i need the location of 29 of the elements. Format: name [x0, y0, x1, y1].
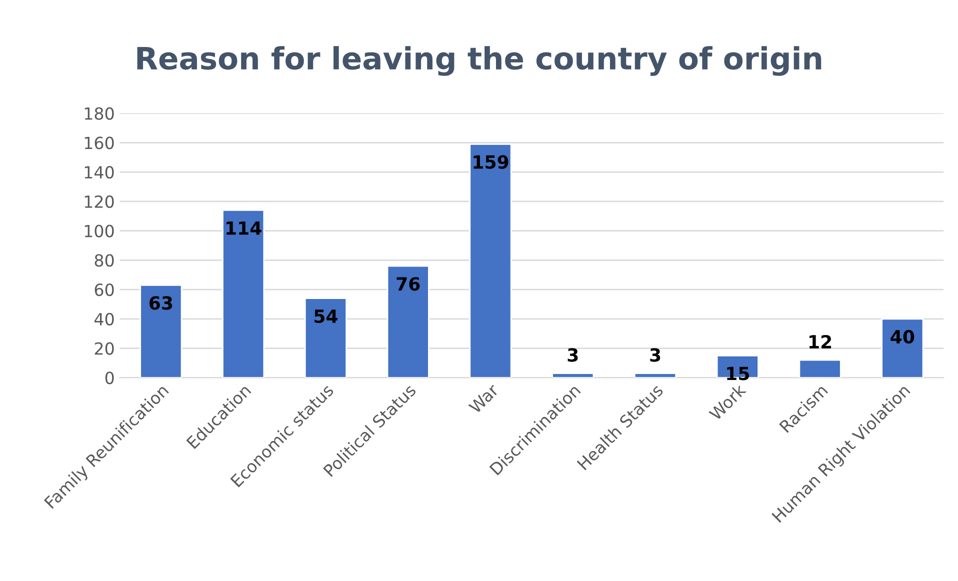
- data-label: 63: [150, 296, 172, 310]
- y-tick-label: 180: [84, 107, 114, 120]
- y-tick-label: 0: [105, 372, 114, 384]
- data-label: 76: [396, 277, 420, 291]
- data-label: 114: [226, 221, 262, 235]
- bar: [140, 284, 182, 378]
- y-tick-label: 160: [84, 136, 114, 150]
- bar: [552, 372, 594, 378]
- y-tick-label: 80: [94, 254, 114, 267]
- data-label: 12: [810, 334, 832, 348]
- y-tick-label: 60: [94, 283, 114, 296]
- data-label: 54: [314, 310, 338, 324]
- bar: [881, 318, 924, 378]
- data-label: 159: [474, 155, 508, 169]
- data-label: 3: [650, 348, 660, 362]
- chart-title: Reason for leaving the country of origin: [137, 46, 822, 76]
- bar: [798, 359, 842, 378]
- bar: [222, 210, 265, 378]
- bar: [634, 372, 677, 378]
- y-tick-label: 140: [84, 166, 114, 179]
- bar: [469, 143, 512, 378]
- y-tick-label: 100: [84, 224, 114, 238]
- bar: [386, 265, 430, 378]
- y-tick-label: 40: [94, 312, 114, 326]
- data-label: 3: [568, 348, 578, 362]
- data-label: 40: [890, 330, 914, 344]
- y-tick-label: 20: [94, 342, 114, 355]
- bar: [304, 298, 348, 378]
- y-tick-label: 120: [84, 195, 114, 208]
